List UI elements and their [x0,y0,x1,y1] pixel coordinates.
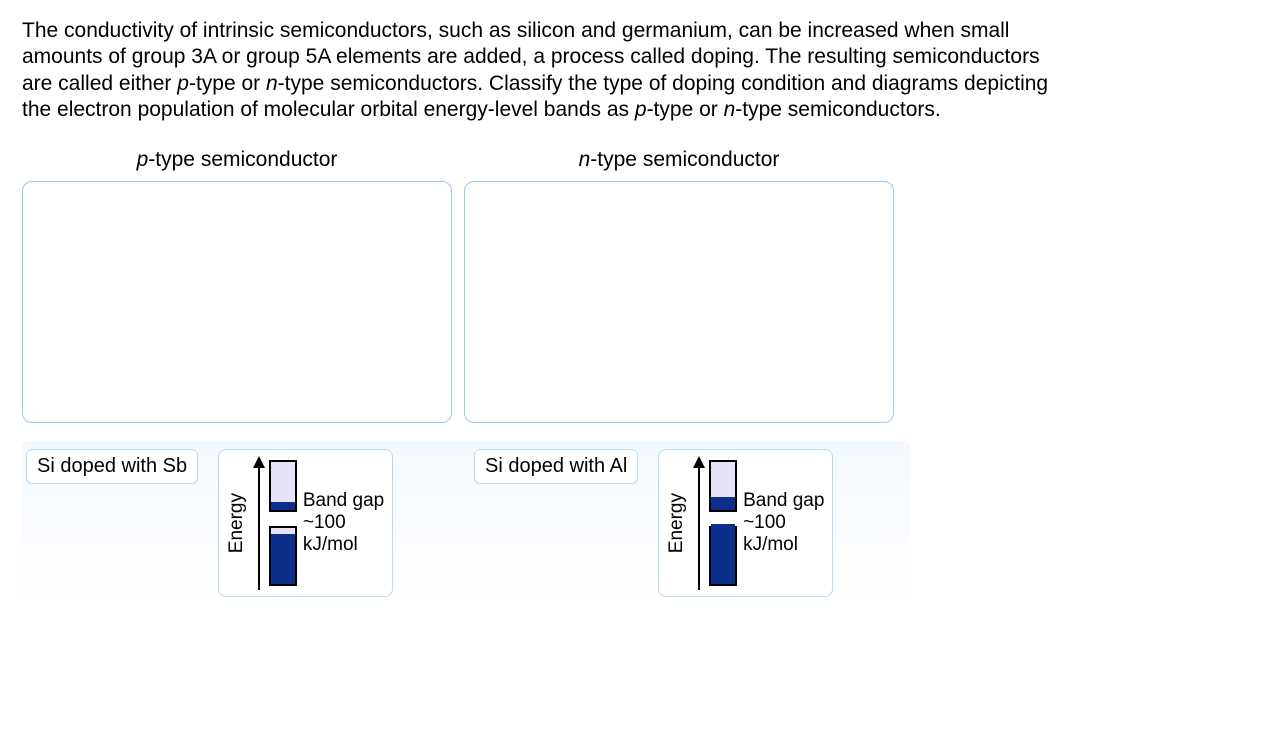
q-line4b: -type or [647,98,724,121]
q-n-italic2: n [724,98,736,121]
p-type-header: p-type semiconductor [22,147,452,173]
gap-b-l3: kJ/mol [743,534,798,555]
p-type-dropzone[interactable] [22,181,452,423]
valence-band-a [269,526,297,586]
gap-b-l2: ~100 [743,512,786,533]
answer-group-left: Si doped with Sb Energy Band gap ~100 kJ… [26,447,458,597]
energy-axis-label: Energy [225,493,249,553]
conduction-band-a [269,460,297,512]
arrow-shaft-b [698,466,700,590]
energy-axis-arrow-b [693,456,705,590]
q-line3a: are called either [22,72,177,95]
conduction-band-b-fill [711,497,735,510]
gap-a-l1: Band gap [303,490,384,511]
band-diagram-b[interactable]: Energy Band gap ~100 kJ/mol [658,449,833,597]
p-type-header-i: p [137,148,149,171]
bands-b [709,460,737,586]
bands-a [269,460,297,586]
n-type-panel: n-type semiconductor [464,147,894,423]
q-line4a: the electron population of molecular orb… [22,98,635,121]
question-text: The conductivity of intrinsic semiconduc… [22,18,1222,123]
conduction-band-b [709,460,737,512]
dropzone-row: p-type semiconductor n-type semiconducto… [22,147,1247,423]
gap-a-l3: kJ/mol [303,534,358,555]
gap-a-l2: ~100 [303,512,346,533]
q-line3b: -type or [189,72,266,95]
band-gap-label-b: Band gap ~100 kJ/mol [743,490,824,556]
q-line3c: -type semiconductors. Classify the type … [278,72,1048,95]
n-type-dropzone[interactable] [464,181,894,423]
n-type-header-rest: -type semiconductor [590,148,779,171]
chip-si-sb[interactable]: Si doped with Sb [26,449,198,484]
energy-axis-arrow [253,456,265,590]
q-line1: The conductivity of intrinsic semiconduc… [22,19,1009,42]
valence-band-b-fill [711,524,735,584]
valence-band-b [709,526,737,586]
arrow-shaft [258,466,260,590]
conduction-band-a-fill [271,502,295,510]
q-line4c: -type semiconductors. [735,98,940,121]
chip-si-al[interactable]: Si doped with Al [474,449,638,484]
q-line2: amounts of group 3A or group 5A elements… [22,45,1040,68]
n-type-header: n-type semiconductor [464,147,894,173]
gap-b-l1: Band gap [743,490,824,511]
answer-bank: Si doped with Sb Energy Band gap ~100 kJ… [22,441,910,603]
q-p-italic2: p [635,98,647,121]
band-diagram-a[interactable]: Energy Band gap ~100 kJ/mol [218,449,393,597]
valence-band-a-fill [271,534,295,584]
p-type-panel: p-type semiconductor [22,147,452,423]
energy-axis-label-b: Energy [665,493,689,553]
p-type-header-rest: -type semiconductor [148,148,337,171]
q-p-italic: p [177,72,189,95]
answer-group-right: Si doped with Al Energy Band gap ~100 kJ… [474,447,906,597]
band-gap-label-a: Band gap ~100 kJ/mol [303,490,384,556]
n-type-header-i: n [579,148,591,171]
q-n-italic: n [266,72,278,95]
